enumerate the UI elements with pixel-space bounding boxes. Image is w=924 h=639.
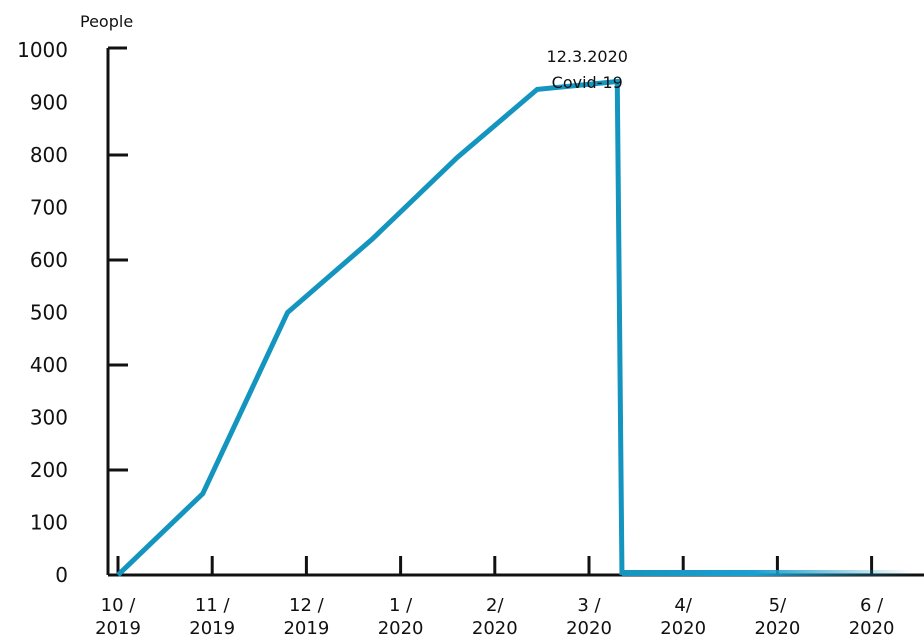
x-tick-label: 6 / xyxy=(860,595,884,616)
x-tick-label-year: 2019 xyxy=(283,618,329,639)
y-tick-label: 700 xyxy=(30,196,68,220)
y-ticks: 0 100 200 300 400 500 600 700 800 900 1000 xyxy=(17,38,128,587)
y-axis-label: People xyxy=(80,12,133,31)
x-tick-label-year: 2020 xyxy=(378,618,424,639)
x-tick-label-year: 2020 xyxy=(849,618,895,639)
y-tick-label: 900 xyxy=(30,91,68,115)
y-tick-label: 800 xyxy=(30,143,68,167)
x-tick-label-year: 2020 xyxy=(472,618,518,639)
annotation-date: 12.3.2020 xyxy=(547,47,628,66)
y-tick-label: 400 xyxy=(30,353,68,377)
y-tick-label: 100 xyxy=(30,511,68,535)
x-tick-label: 5/ xyxy=(769,595,787,616)
x-tick-label-year: 2020 xyxy=(754,618,800,639)
x-tick-label: 12 / xyxy=(289,595,325,616)
x-tick-label: 1 / xyxy=(389,595,413,616)
annotation: 12.3.2020 Covid-19 xyxy=(547,47,628,92)
x-tick-label-year: 2020 xyxy=(566,618,612,639)
y-tick-label: 200 xyxy=(30,458,68,482)
axes xyxy=(106,46,924,577)
x-tick-label: 10 / xyxy=(101,595,137,616)
x-tick-label-year: 2019 xyxy=(189,618,235,639)
series xyxy=(116,78,914,577)
series-line-tail xyxy=(621,570,914,576)
y-tick-label: 0 xyxy=(55,563,68,587)
series-line xyxy=(116,78,625,577)
annotation-label: Covid-19 xyxy=(552,73,623,92)
y-tick-label: 500 xyxy=(30,301,68,325)
x-tick-label: 4/ xyxy=(674,595,692,616)
y-tick-label: 1000 xyxy=(17,38,68,62)
y-tick-label: 300 xyxy=(30,406,68,430)
x-tick-label-year: 2020 xyxy=(660,618,706,639)
x-tick-label: 3 / xyxy=(577,595,601,616)
x-tick-label: 2/ xyxy=(486,595,504,616)
x-tick-label-year: 2019 xyxy=(95,618,141,639)
y-tick-label: 600 xyxy=(30,248,68,272)
x-tick-label: 11 / xyxy=(195,595,231,616)
